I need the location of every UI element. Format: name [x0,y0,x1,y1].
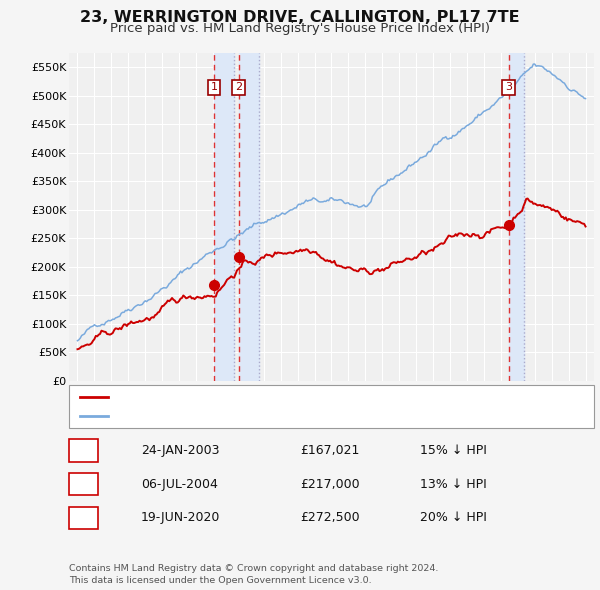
Bar [239,53,259,381]
Text: 1: 1 [211,83,218,93]
Text: 2: 2 [79,477,88,491]
Bar [214,53,235,381]
Text: HPI: Average price, detached house, Cornwall: HPI: Average price, detached house, Corn… [112,411,350,421]
Text: Price paid vs. HM Land Registry's House Price Index (HPI): Price paid vs. HM Land Registry's House … [110,22,490,35]
Text: 06-JUL-2004: 06-JUL-2004 [141,477,218,491]
Text: 3: 3 [505,83,512,93]
Text: 3: 3 [79,511,88,525]
Text: 19-JUN-2020: 19-JUN-2020 [141,511,220,525]
Text: 1: 1 [79,444,88,457]
Text: 23, WERRINGTON DRIVE, CALLINGTON, PL17 7TE: 23, WERRINGTON DRIVE, CALLINGTON, PL17 7… [80,10,520,25]
Text: 2: 2 [235,83,242,93]
Text: £272,500: £272,500 [300,511,359,525]
Text: 20% ↓ HPI: 20% ↓ HPI [420,511,487,525]
Text: 13% ↓ HPI: 13% ↓ HPI [420,477,487,491]
Text: 23, WERRINGTON DRIVE, CALLINGTON, PL17 7TE (detached house): 23, WERRINGTON DRIVE, CALLINGTON, PL17 7… [112,392,461,402]
Text: £217,000: £217,000 [300,477,359,491]
Bar [509,53,524,381]
Text: Contains HM Land Registry data © Crown copyright and database right 2024.
This d: Contains HM Land Registry data © Crown c… [69,564,439,585]
Text: 15% ↓ HPI: 15% ↓ HPI [420,444,487,457]
Text: 24-JAN-2003: 24-JAN-2003 [141,444,220,457]
Text: £167,021: £167,021 [300,444,359,457]
